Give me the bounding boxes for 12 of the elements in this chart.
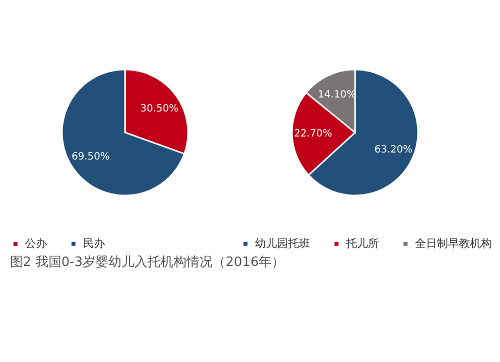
legend-label: 托儿所 — [345, 236, 379, 250]
legend-label: 民办 — [83, 236, 105, 250]
data-label: 22.70% — [294, 128, 332, 140]
data-label: 63.20% — [374, 144, 413, 156]
legend-label: 公办 — [25, 236, 47, 250]
legend-label: 全日制早教机构 — [415, 236, 492, 250]
data-label: 30.50% — [140, 103, 178, 114]
legend-label: 幼儿园托班 — [255, 236, 310, 250]
pie-slice — [61, 68, 186, 196]
caption: 图2 我国0-3岁婴幼儿入托机构情况（2016年） — [10, 255, 285, 270]
data-label: 14.10% — [318, 90, 356, 101]
data-label: 69.50% — [72, 152, 110, 163]
